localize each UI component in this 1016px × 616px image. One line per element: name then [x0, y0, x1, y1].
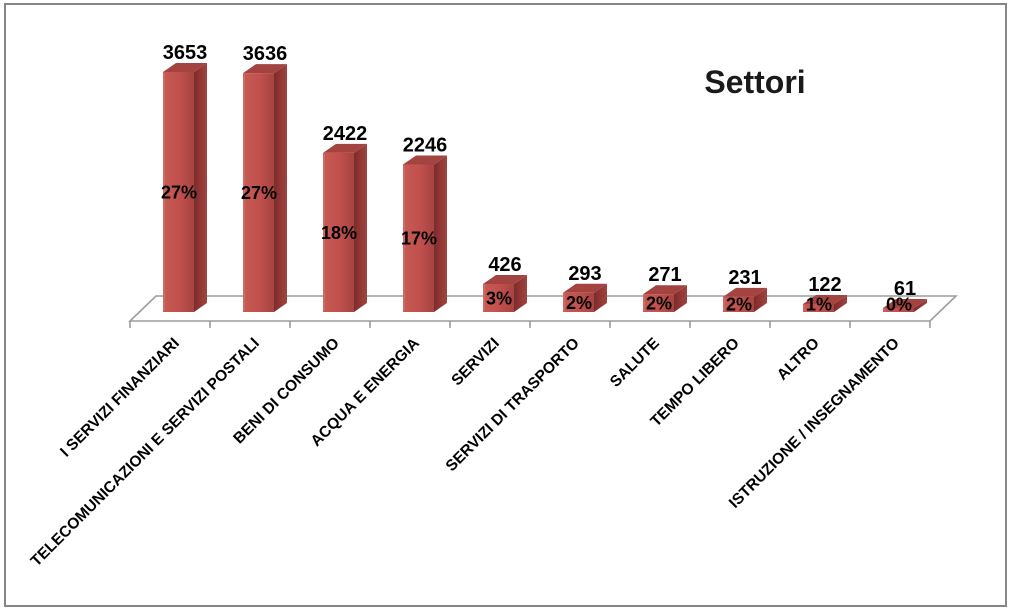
bar-side-face [914, 298, 927, 312]
bar [483, 284, 514, 312]
bar-value-label: 122 [808, 274, 841, 296]
bar-side-face [594, 283, 607, 312]
bar-percent-label: 27% [241, 183, 277, 203]
bar-value-label: 61 [894, 278, 916, 300]
bar-top-face [323, 143, 367, 153]
bar-value-label: 3653 [163, 42, 208, 64]
bar [883, 307, 914, 312]
bar-top-face [803, 294, 847, 304]
bar-top-face [883, 298, 927, 308]
bar-side-face [754, 287, 767, 312]
bar [803, 303, 834, 312]
bar-percent-label: 1% [806, 295, 832, 315]
bar-percent-label: 3% [486, 289, 512, 309]
bar-percent-label: 17% [401, 229, 437, 249]
bar-side-face [354, 143, 367, 312]
bar-percent-label: 2% [726, 295, 752, 315]
bar-value-label: 2422 [323, 123, 368, 145]
bar-side-face [194, 63, 207, 312]
bar-top-face [723, 287, 767, 297]
bar-top-face [243, 64, 287, 74]
bar-top-face [403, 155, 447, 165]
bar-side-face [514, 275, 527, 312]
bar-percent-label: 0% [886, 295, 912, 315]
bar-value-label: 231 [728, 267, 761, 289]
category-label: SERVIZI [448, 335, 502, 389]
bar [723, 296, 754, 312]
chart-title: Settori [704, 64, 806, 100]
bar-percent-label: 2% [646, 294, 672, 314]
bar-percent-label: 18% [321, 223, 357, 243]
bar-value-label: 2246 [403, 134, 448, 156]
category-label: SALUTE [607, 335, 663, 391]
category-label: SERVIZI DI TRASPORTO [443, 335, 583, 475]
bar-percent-label: 27% [161, 183, 197, 203]
bar-side-face [434, 155, 447, 312]
bar-value-label: 271 [648, 264, 681, 286]
bar-top-face [163, 63, 207, 72]
bar [163, 72, 194, 312]
bar-top-face [483, 275, 527, 285]
bar-value-label: 426 [488, 254, 521, 276]
bar-value-label: 293 [568, 263, 601, 285]
category-label: TEMPO LIBERO [647, 335, 742, 430]
bar-value-label: 3636 [243, 43, 288, 65]
bar [403, 164, 434, 312]
bar-percent-label: 2% [566, 293, 592, 313]
bar-top-face [563, 283, 607, 293]
category-label: ALTRO [774, 335, 823, 384]
bar-side-face [274, 64, 287, 313]
category-label: ISTRUZIONE / INSEGNAMENTO [726, 335, 903, 512]
bar [243, 73, 274, 313]
bar-top-face [643, 285, 687, 295]
bar [643, 294, 674, 312]
bar-side-face [674, 285, 687, 312]
bar [323, 152, 354, 312]
bar [563, 292, 594, 312]
bar-side-face [834, 294, 847, 312]
